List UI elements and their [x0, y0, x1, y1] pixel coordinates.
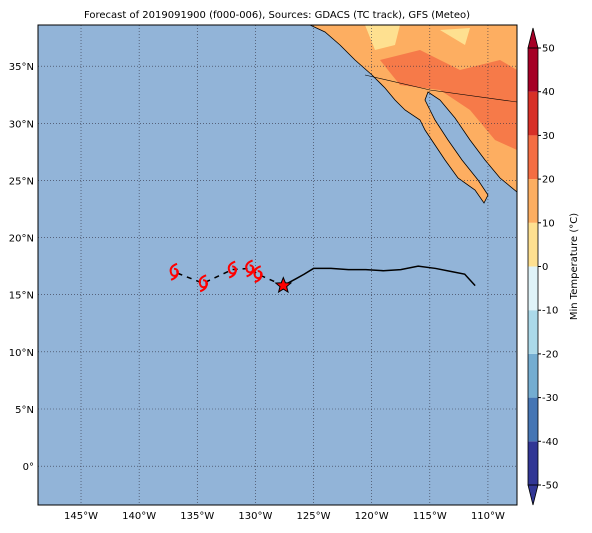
colorbar-extend-top — [527, 27, 539, 49]
y-tick-label: 15°N — [9, 291, 34, 302]
colorbar-bin — [528, 266, 538, 311]
x-tick-label: 120°W — [355, 511, 389, 522]
storm-symbol — [245, 259, 255, 278]
colorbar-tick-label: 40 — [542, 87, 555, 98]
storm-symbol — [253, 265, 263, 284]
colorbar-tick-label: 50 — [542, 44, 555, 55]
land — [309, 25, 517, 204]
colorbar-extend-bottom — [527, 484, 539, 506]
warm-area — [380, 50, 517, 150]
colorbar-tick-label: 20 — [542, 175, 555, 186]
colorbar-bin — [528, 441, 538, 485]
y-tick-label: 10°N — [9, 348, 34, 359]
colorbar-bin — [528, 135, 538, 180]
colorbar-bin — [528, 353, 538, 398]
colorbar-tick-label: -40 — [542, 437, 558, 448]
colorbar-tick-label: -10 — [542, 306, 558, 317]
x-tick-label: 110°W — [471, 511, 505, 522]
colorbar-tick-label: -20 — [542, 349, 558, 360]
x-tick-label: 135°W — [180, 511, 214, 522]
colorbar-bin — [528, 179, 538, 223]
colorbar-tick-label: 0 — [542, 262, 548, 273]
map-title: Forecast of 2019091900 (f000-006), Sourc… — [84, 10, 470, 21]
colorbar-tick-label: 10 — [542, 218, 555, 229]
storm-symbol — [227, 260, 238, 279]
x-tick-label: 130°W — [238, 511, 272, 522]
colorbar-bin — [528, 48, 538, 92]
colorbar-tick-label: -30 — [542, 393, 558, 404]
y-tick-label: 35°N — [9, 62, 34, 73]
colorbar-bin — [528, 310, 538, 354]
colorbar-bin — [528, 222, 538, 267]
cool-area — [365, 25, 470, 50]
y-tick-label: 5°N — [15, 405, 34, 416]
x-tick-label: 125°W — [297, 511, 331, 522]
map-frame — [37, 24, 518, 506]
colorbar-bin — [528, 397, 538, 442]
x-tick-label: 115°W — [413, 511, 447, 522]
x-tick-label: 145°W — [64, 511, 98, 522]
y-tick-label: 25°N — [9, 176, 34, 187]
colorbar-tick-label: -50 — [542, 481, 558, 492]
x-tick-label: 140°W — [122, 511, 156, 522]
current-position — [274, 276, 293, 294]
y-tick-label: 20°N — [9, 234, 34, 245]
y-tick-label: 30°N — [9, 119, 34, 130]
storm-symbol — [198, 274, 209, 293]
ocean — [38, 25, 517, 505]
y-tick-label: 0° — [23, 462, 34, 473]
colorbar-label: Min Temperature (°C) — [569, 213, 580, 320]
track-line — [282, 265, 476, 287]
colorbar-tick-label: 30 — [542, 131, 555, 142]
storm-symbol — [169, 262, 179, 281]
colorbar-bin — [528, 91, 538, 136]
